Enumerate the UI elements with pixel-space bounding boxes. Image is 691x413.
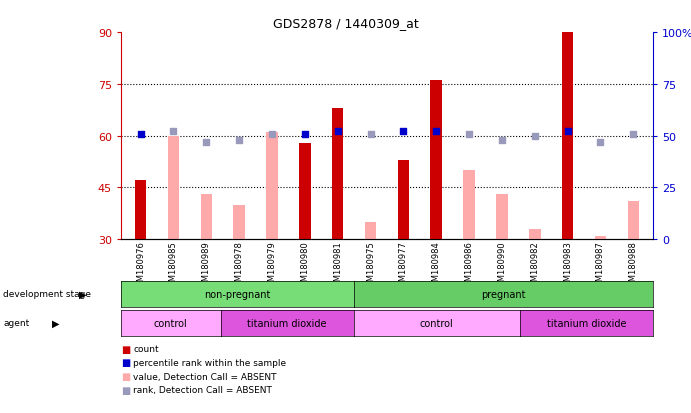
Bar [332, 109, 343, 240]
Point [234, 137, 245, 144]
Bar [464, 171, 475, 240]
Point [267, 131, 278, 138]
Text: ■: ■ [121, 371, 130, 381]
Text: GDS2878 / 1440309_at: GDS2878 / 1440309_at [273, 17, 418, 29]
Text: ▶: ▶ [79, 289, 87, 299]
Text: pregnant: pregnant [481, 289, 526, 299]
Bar [365, 222, 377, 240]
Text: titanium dioxide: titanium dioxide [547, 318, 626, 328]
Bar [168, 136, 179, 240]
Text: rank, Detection Call = ABSENT: rank, Detection Call = ABSENT [133, 385, 272, 394]
Text: development stage: development stage [3, 290, 91, 299]
Point [562, 129, 573, 135]
Point [332, 129, 343, 135]
Point [135, 131, 146, 138]
Text: titanium dioxide: titanium dioxide [247, 318, 327, 328]
Bar [595, 236, 606, 240]
Point [201, 139, 212, 146]
Bar [266, 133, 278, 240]
Text: ■: ■ [121, 385, 130, 395]
Text: control: control [420, 318, 454, 328]
Bar [200, 195, 212, 240]
Bar [299, 143, 310, 240]
Point [365, 131, 376, 138]
Point [464, 131, 475, 138]
Bar [562, 33, 574, 240]
Bar [627, 202, 639, 240]
Point [496, 137, 507, 144]
Text: control: control [154, 318, 188, 328]
Point [398, 129, 409, 135]
Text: count: count [133, 344, 159, 354]
Bar [529, 229, 540, 240]
Text: non-pregnant: non-pregnant [204, 289, 270, 299]
Bar [234, 205, 245, 240]
Text: ▶: ▶ [52, 318, 59, 328]
Point [529, 133, 540, 140]
Point [168, 129, 179, 135]
Bar [496, 195, 508, 240]
Point [627, 131, 638, 138]
Text: agent: agent [3, 319, 30, 328]
Bar [430, 81, 442, 240]
Point [299, 131, 310, 138]
Point [430, 129, 442, 135]
Text: ■: ■ [121, 344, 130, 354]
Point [595, 139, 606, 146]
Bar [135, 181, 146, 240]
Text: percentile rank within the sample: percentile rank within the sample [133, 358, 287, 367]
Bar [397, 160, 409, 240]
Text: ■: ■ [121, 358, 130, 368]
Text: value, Detection Call = ABSENT: value, Detection Call = ABSENT [133, 372, 277, 381]
